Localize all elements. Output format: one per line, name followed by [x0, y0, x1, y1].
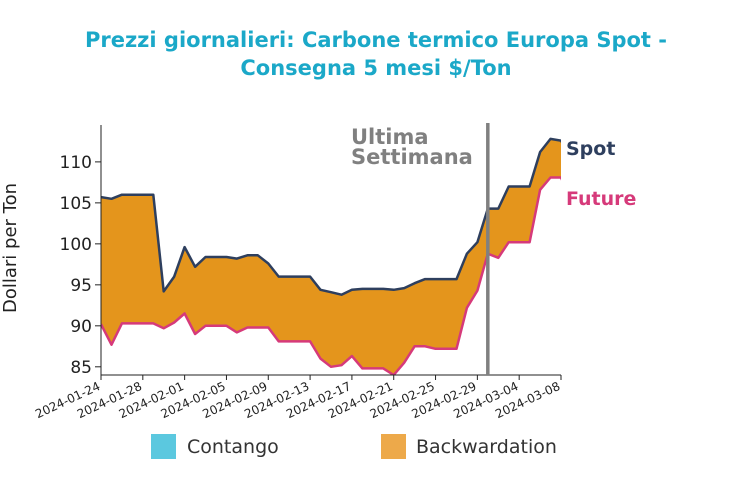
- y-tick-label: 110: [60, 153, 92, 173]
- series-label-spot: Spot: [566, 138, 615, 160]
- legend-label-contango: Contango: [187, 436, 279, 458]
- legend-swatch-contango: [151, 434, 176, 459]
- plot-area: 8590951001051102024-01-242024-01-282024-…: [33, 123, 636, 421]
- legend-label-backwardation: Backwardation: [416, 436, 557, 458]
- y-tick-label: 95: [70, 276, 92, 296]
- y-tick-label: 105: [60, 194, 92, 214]
- annotation-line2: Settimana: [351, 145, 473, 169]
- y-axis-label: Dollari per Ton: [0, 183, 21, 313]
- legend: Contango Backwardation: [151, 434, 557, 459]
- chart-title-line1: Prezzi giornalieri: Carbone termico Euro…: [85, 28, 667, 52]
- series-line-future: [101, 176, 561, 375]
- annotation-line1: Ultima: [351, 125, 429, 149]
- y-tick-label: 85: [70, 358, 92, 378]
- y-tick-label: 100: [60, 235, 92, 255]
- backwardation-area: [101, 138, 561, 375]
- chart-title-line2: Consegna 5 mesi $/Ton: [240, 56, 511, 80]
- y-tick-label: 90: [70, 317, 92, 337]
- legend-swatch-backwardation: [381, 434, 406, 459]
- series-line-spot: [101, 137, 561, 296]
- series-group: [101, 137, 561, 375]
- series-label-future: Future: [566, 188, 636, 210]
